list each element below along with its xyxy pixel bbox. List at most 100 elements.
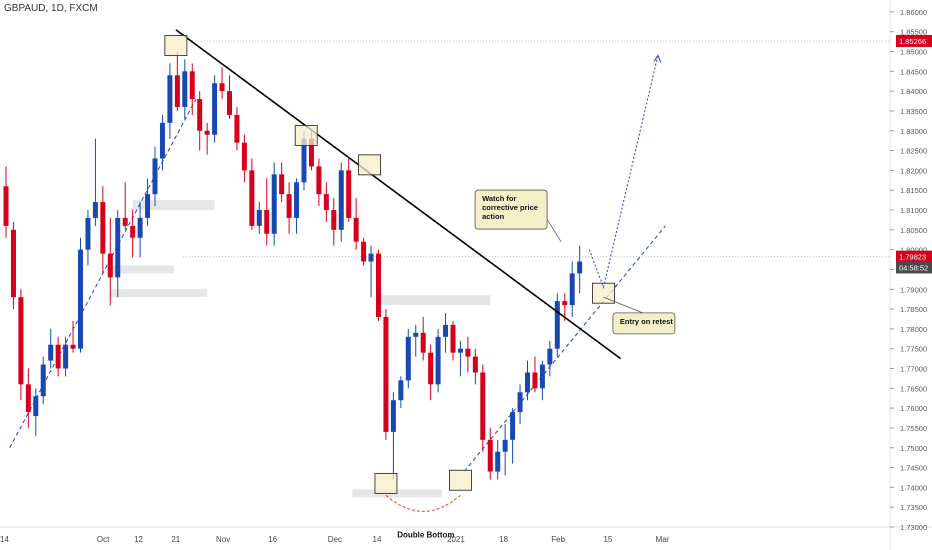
y-tick-label: 1.80000 xyxy=(900,246,927,255)
support-resistance-zone xyxy=(132,200,215,211)
highlight-box xyxy=(374,472,398,494)
candle-body xyxy=(539,364,545,389)
candle-body xyxy=(420,332,426,353)
callout-text: Entry on retest xyxy=(620,317,673,326)
candle-body xyxy=(48,344,54,361)
candle-body xyxy=(40,364,46,397)
x-tick-label: 14 xyxy=(373,535,382,544)
x-tick-label: Feb xyxy=(551,535,565,544)
x-tick-label: 18 xyxy=(499,535,508,544)
price-tag xyxy=(896,250,932,263)
y-tick-label: 1.73500 xyxy=(900,503,927,512)
candle-body xyxy=(554,301,560,349)
candle-body xyxy=(480,372,486,440)
candle-body xyxy=(308,138,314,167)
candle-body xyxy=(234,114,240,143)
highlight-box xyxy=(449,469,472,491)
price-tag xyxy=(896,261,932,274)
highlight-box xyxy=(358,154,382,176)
candle-body xyxy=(398,380,404,401)
candle-body xyxy=(286,194,292,218)
support-resistance-zone xyxy=(378,295,491,306)
candle-body xyxy=(405,336,411,381)
candle-body xyxy=(130,225,136,238)
candle-body xyxy=(294,182,300,218)
candle-body xyxy=(100,202,106,254)
y-tick-label: 1.85500 xyxy=(900,28,927,37)
candle-body xyxy=(18,297,24,385)
candle-body xyxy=(495,451,501,472)
y-tick-label: 1.77000 xyxy=(900,365,927,374)
y-tick-label: 1.77500 xyxy=(900,345,927,354)
candle-body xyxy=(450,324,456,353)
candle-body xyxy=(547,348,553,365)
x-tick-label: Nov xyxy=(216,535,230,544)
highlight-box xyxy=(164,35,188,57)
descending-trendline xyxy=(175,29,622,360)
candle-body xyxy=(212,83,218,135)
candle-body xyxy=(338,170,344,230)
candle-body xyxy=(361,241,367,262)
candle-body xyxy=(122,217,128,226)
x-tick-label: 16 xyxy=(268,535,277,544)
candle-body xyxy=(413,332,419,337)
candle-body xyxy=(323,194,329,211)
candle-body xyxy=(10,229,16,298)
candle-body xyxy=(107,253,113,278)
x-tick-label: 12 xyxy=(134,535,143,544)
y-tick-label: 1.86000 xyxy=(900,8,927,17)
candle-body xyxy=(78,249,83,349)
y-tick-label: 1.74000 xyxy=(900,483,927,492)
highlight-box xyxy=(294,125,318,146)
candle-body xyxy=(525,372,530,393)
y-tick-label: 1.83000 xyxy=(900,127,927,136)
candle-body xyxy=(376,253,381,317)
y-tick-label: 1.75000 xyxy=(900,444,927,453)
callout-box xyxy=(474,189,548,230)
candle-body xyxy=(249,170,255,226)
candle-body xyxy=(428,352,434,385)
callout-text: action xyxy=(482,212,505,221)
candle-body xyxy=(390,400,396,432)
dashed-support-line xyxy=(463,225,666,472)
y-tick-label: 1.76000 xyxy=(900,404,927,413)
candle-body xyxy=(346,170,352,218)
candle-body xyxy=(219,83,225,92)
candle-body xyxy=(256,210,262,226)
candle-body xyxy=(241,142,247,171)
candle-body xyxy=(316,166,322,195)
candle-body xyxy=(159,122,165,159)
candle-body xyxy=(63,344,69,369)
candle-body xyxy=(279,174,285,195)
y-tick-label: 1.84000 xyxy=(900,87,927,96)
candle-body xyxy=(115,217,121,278)
candle-body xyxy=(502,439,508,452)
candle-body xyxy=(174,75,180,107)
y-tick-label: 1.78000 xyxy=(900,325,927,334)
candle-body xyxy=(577,261,583,274)
y-tick-label: 1.84500 xyxy=(900,67,927,76)
candle-body xyxy=(227,91,232,115)
support-resistance-zone xyxy=(110,289,208,298)
candle-body xyxy=(3,186,9,226)
candle-body xyxy=(569,273,575,306)
candle-body xyxy=(532,372,538,389)
callout-text: Watch for xyxy=(482,194,516,203)
highlight-box xyxy=(592,282,615,304)
callout-box xyxy=(612,312,676,335)
candle-body xyxy=(472,356,478,373)
candle-body xyxy=(383,316,389,432)
price-tag-label: 1.85266 xyxy=(899,37,926,46)
candle-body xyxy=(197,99,203,131)
x-tick-label: Mar xyxy=(656,535,670,544)
y-tick-label: 1.73000 xyxy=(900,523,927,532)
candle-body xyxy=(145,194,151,218)
x-tick-label: 15 xyxy=(603,535,612,544)
y-tick-label: 1.78500 xyxy=(900,305,927,314)
y-tick-label: 1.82500 xyxy=(900,147,927,156)
candle-body xyxy=(92,202,98,218)
candle-body xyxy=(204,130,210,135)
candle-body xyxy=(331,210,337,230)
